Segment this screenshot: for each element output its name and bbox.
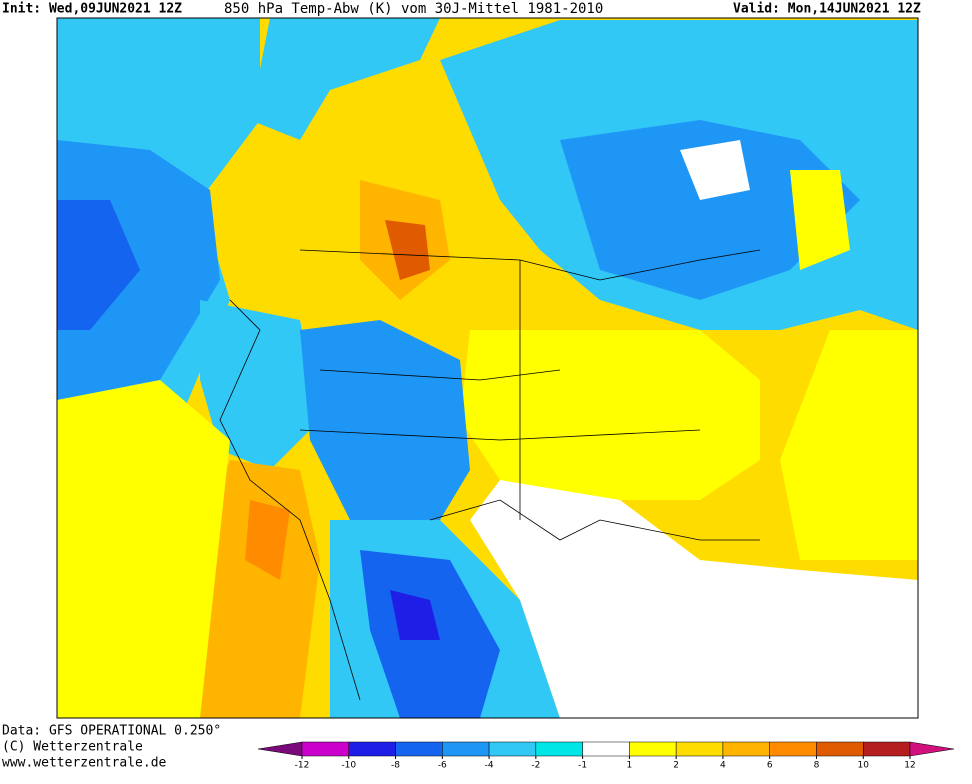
colorbar-tick-label: -6 <box>438 761 447 771</box>
colorbar-segment <box>395 741 443 757</box>
colorbar-segment <box>862 741 911 757</box>
colorbar-segment <box>675 741 724 757</box>
colorbar-tick-label: 8 <box>814 761 820 771</box>
data-source: Data: GFS OPERATIONAL 0.250° <box>2 724 221 739</box>
website: www.wetterzentrale.de <box>2 756 167 771</box>
colorbar-high-end <box>909 741 955 757</box>
colorbar-tick-label: 10 <box>858 761 870 771</box>
colorbar-tick-label: 1 <box>627 761 633 771</box>
colorbar-tick-label: 2 <box>673 761 679 771</box>
colorbar-segment <box>348 741 396 757</box>
map <box>56 17 919 719</box>
init-time: Init: Wed,09JUN2021 12Z <box>2 2 182 17</box>
colorbar-low-end <box>257 741 303 757</box>
colorbar-tick-label: -12 <box>295 761 310 771</box>
colorbar-segment <box>582 741 630 757</box>
colorbar-tick-label: -1 <box>578 761 587 771</box>
colorbar-tick-label: -8 <box>391 761 400 771</box>
colorbar-segment <box>816 741 864 757</box>
colorbar-segment <box>301 741 350 757</box>
colorbar: -12 -10 -8 -6 -4 -2 -1 1 2 4 6 8 10 12 <box>257 741 955 771</box>
colorbar-tick-label: 6 <box>767 761 773 771</box>
copyright: (C) Wetterzentrale <box>2 740 143 755</box>
colorbar-tick-label: -2 <box>531 761 540 771</box>
valid-time: Valid: Mon,14JUN2021 12Z <box>733 2 921 17</box>
colorbar-segment <box>722 741 770 757</box>
colorbar-segment <box>488 741 537 757</box>
colorbar-tick-label: -4 <box>485 761 494 771</box>
colorbar-tick-label: 4 <box>720 761 726 771</box>
map-title: 850 hPa Temp-Abw (K) vom 30J-Mittel 1981… <box>224 1 603 17</box>
colorbar-segment <box>442 741 490 757</box>
colorbar-tick-label: 12 <box>904 761 915 771</box>
colorbar-segment <box>769 741 817 757</box>
colorbar-tick-label: -10 <box>341 761 356 771</box>
colorbar-segment <box>535 741 583 757</box>
colorbar-segment <box>629 741 677 757</box>
